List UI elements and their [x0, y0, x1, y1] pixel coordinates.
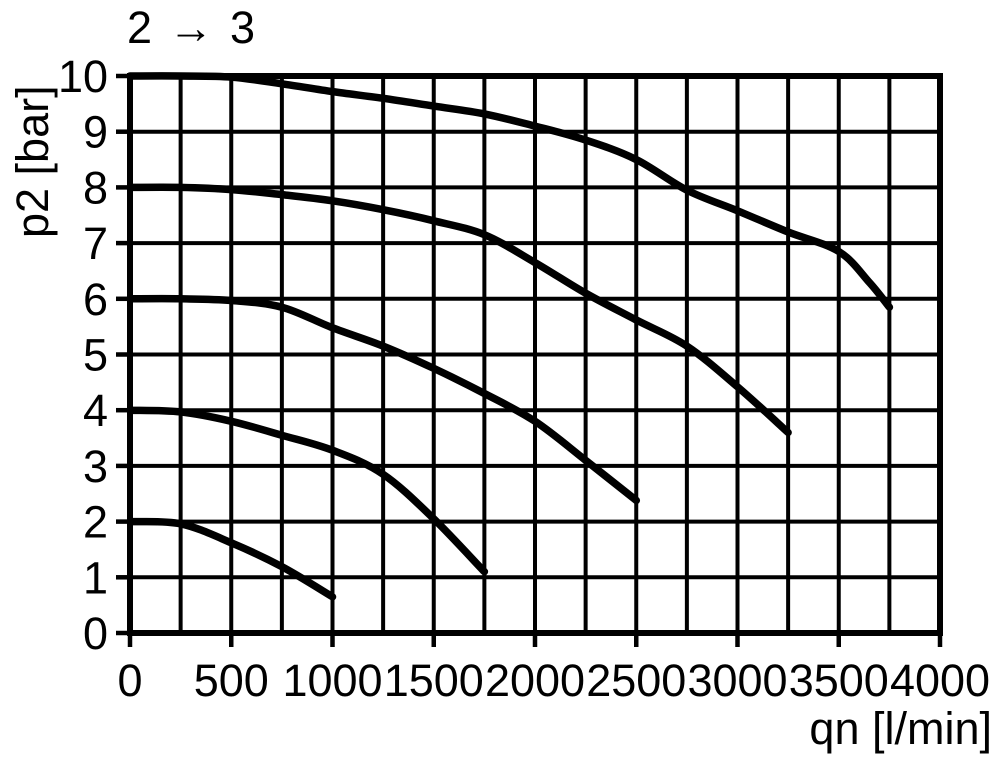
y-tick-label: 5	[83, 330, 108, 381]
y-tick-label: 7	[83, 218, 108, 269]
x-tick-label: 0	[117, 655, 142, 706]
y-tick-label: 0	[83, 608, 108, 659]
axis-ticks	[116, 73, 943, 647]
curve-from-6-bar	[126, 294, 641, 505]
x-tick-label: 1500	[384, 655, 484, 706]
curve-from-10-bar	[126, 72, 894, 311]
y-tick-label: 6	[83, 274, 108, 325]
curve-from-2-bar	[126, 517, 337, 601]
y-tick-label: 4	[83, 385, 108, 436]
x-tick-label: 500	[194, 655, 269, 706]
y-tick-label: 9	[83, 107, 108, 158]
y-tick-label: 10	[58, 51, 108, 102]
tick-labels: 0 500 1000 1500 2000 2500 3000 3500 400001234567…	[58, 51, 990, 706]
y-tick-label: 1	[83, 552, 108, 603]
plot-frame	[127, 73, 943, 636]
y-tick-label: 2	[83, 497, 108, 548]
x-tick-label: 4000	[890, 655, 990, 706]
chart-title: 2 → 3	[127, 2, 258, 53]
curve-from-4-bar	[126, 406, 489, 576]
x-tick-label: 3500	[789, 655, 889, 706]
flow-curves	[126, 72, 894, 601]
x-tick-label: 1000	[282, 655, 382, 706]
curve-from-8-bar	[126, 183, 792, 437]
y-tick-label: 8	[83, 162, 108, 213]
y-tick-label: 3	[83, 441, 108, 492]
x-tick-label: 2500	[586, 655, 686, 706]
x-axis-label: qn [l/min]	[809, 703, 992, 754]
x-tick-label: 2000	[485, 655, 585, 706]
x-tick-label: 3000	[687, 655, 787, 706]
